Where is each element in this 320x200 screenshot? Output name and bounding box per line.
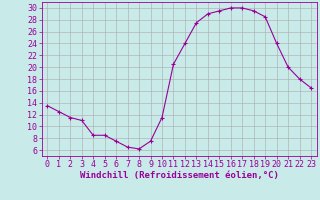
X-axis label: Windchill (Refroidissement éolien,°C): Windchill (Refroidissement éolien,°C) [80, 171, 279, 180]
